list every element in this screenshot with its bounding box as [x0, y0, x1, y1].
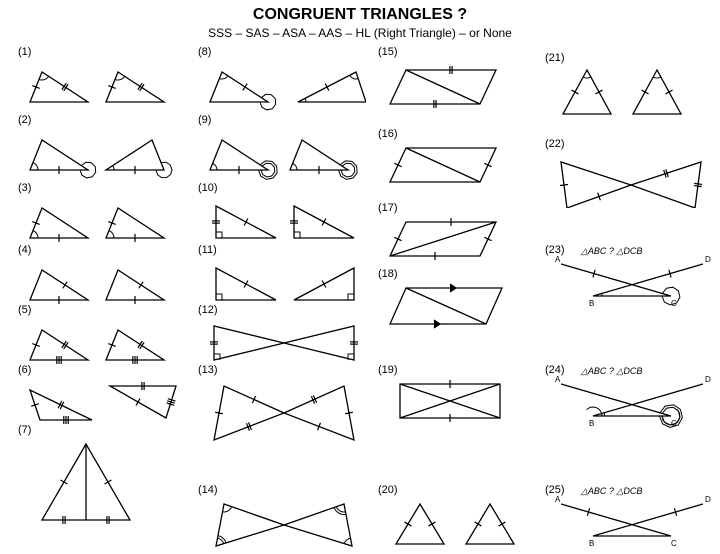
- svg-text:C: C: [671, 419, 677, 428]
- problem-number: (12): [198, 304, 218, 316]
- problem-13: (13): [198, 364, 366, 474]
- problem-10: (10): [198, 182, 366, 252]
- problem-number: (2): [18, 114, 31, 126]
- problem-number: (17): [378, 202, 398, 214]
- problem-15: (15): [378, 46, 546, 116]
- problem-19: (19): [378, 364, 546, 434]
- page-title: CONGRUENT TRIANGLES ?: [0, 0, 720, 24]
- problem-number: (25): [545, 484, 565, 496]
- congruence-question: △ABC ? △DCB: [581, 366, 642, 377]
- problem-number: (24): [545, 364, 565, 376]
- problem-number: (20): [378, 484, 398, 496]
- problem-number: (7): [18, 424, 31, 436]
- problem-number: (22): [545, 138, 565, 150]
- problem-number: (23): [545, 244, 565, 256]
- svg-text:C: C: [671, 299, 677, 308]
- problem-22: (22): [545, 138, 713, 208]
- problem-8: (8): [198, 46, 366, 116]
- problem-16: (16): [378, 128, 546, 198]
- problem-number: (13): [198, 364, 218, 376]
- problem-number: (19): [378, 364, 398, 376]
- problem-grid: (1) (2) (3) (4) (5) (6) (7) (8) (9) (10) (11) (12) (…: [0, 46, 720, 536]
- problem-25: (25)A D B C △ABC ? △DCB: [545, 484, 713, 554]
- problem-2: (2): [18, 114, 186, 184]
- problem-23: (23)A D B C △ABC ? △DCB: [545, 244, 713, 314]
- problem-number: (10): [198, 182, 218, 194]
- svg-text:A: A: [555, 375, 561, 384]
- problem-number: (11): [198, 244, 217, 256]
- svg-text:D: D: [705, 375, 711, 384]
- problem-1: (1): [18, 46, 186, 116]
- problem-18: (18): [378, 268, 546, 338]
- problem-number: (4): [18, 244, 31, 256]
- problem-number: (14): [198, 484, 218, 496]
- svg-text:B: B: [589, 419, 594, 428]
- page-subtitle: SSS – SAS – ASA – AAS – HL (Right Triang…: [0, 26, 720, 40]
- problem-number: (16): [378, 128, 398, 140]
- problem-24: (24)A D B C △ABC ? △DCB: [545, 364, 713, 434]
- svg-text:D: D: [705, 495, 711, 504]
- problem-number: (9): [198, 114, 211, 126]
- svg-text:D: D: [705, 255, 711, 264]
- problem-number: (18): [378, 268, 398, 280]
- problem-14: (14): [198, 484, 366, 554]
- congruence-question: △ABC ? △DCB: [581, 246, 642, 257]
- problem-number: (5): [18, 304, 31, 316]
- problem-number: (3): [18, 182, 31, 194]
- svg-text:C: C: [671, 539, 677, 548]
- svg-text:A: A: [555, 255, 561, 264]
- svg-text:B: B: [589, 539, 594, 548]
- problem-7: (7): [18, 424, 186, 534]
- problem-17: (17): [378, 202, 546, 272]
- congruence-question: △ABC ? △DCB: [581, 486, 642, 497]
- problem-9: (9): [198, 114, 366, 184]
- problem-number: (6): [18, 364, 31, 376]
- problem-number: (8): [198, 46, 211, 58]
- svg-text:A: A: [555, 495, 561, 504]
- problem-3: (3): [18, 182, 186, 252]
- problem-number: (15): [378, 46, 398, 58]
- problem-number: (1): [18, 46, 31, 58]
- problem-21: (21): [545, 52, 713, 122]
- problem-20: (20): [378, 484, 546, 554]
- svg-text:B: B: [589, 299, 594, 308]
- problem-number: (21): [545, 52, 565, 64]
